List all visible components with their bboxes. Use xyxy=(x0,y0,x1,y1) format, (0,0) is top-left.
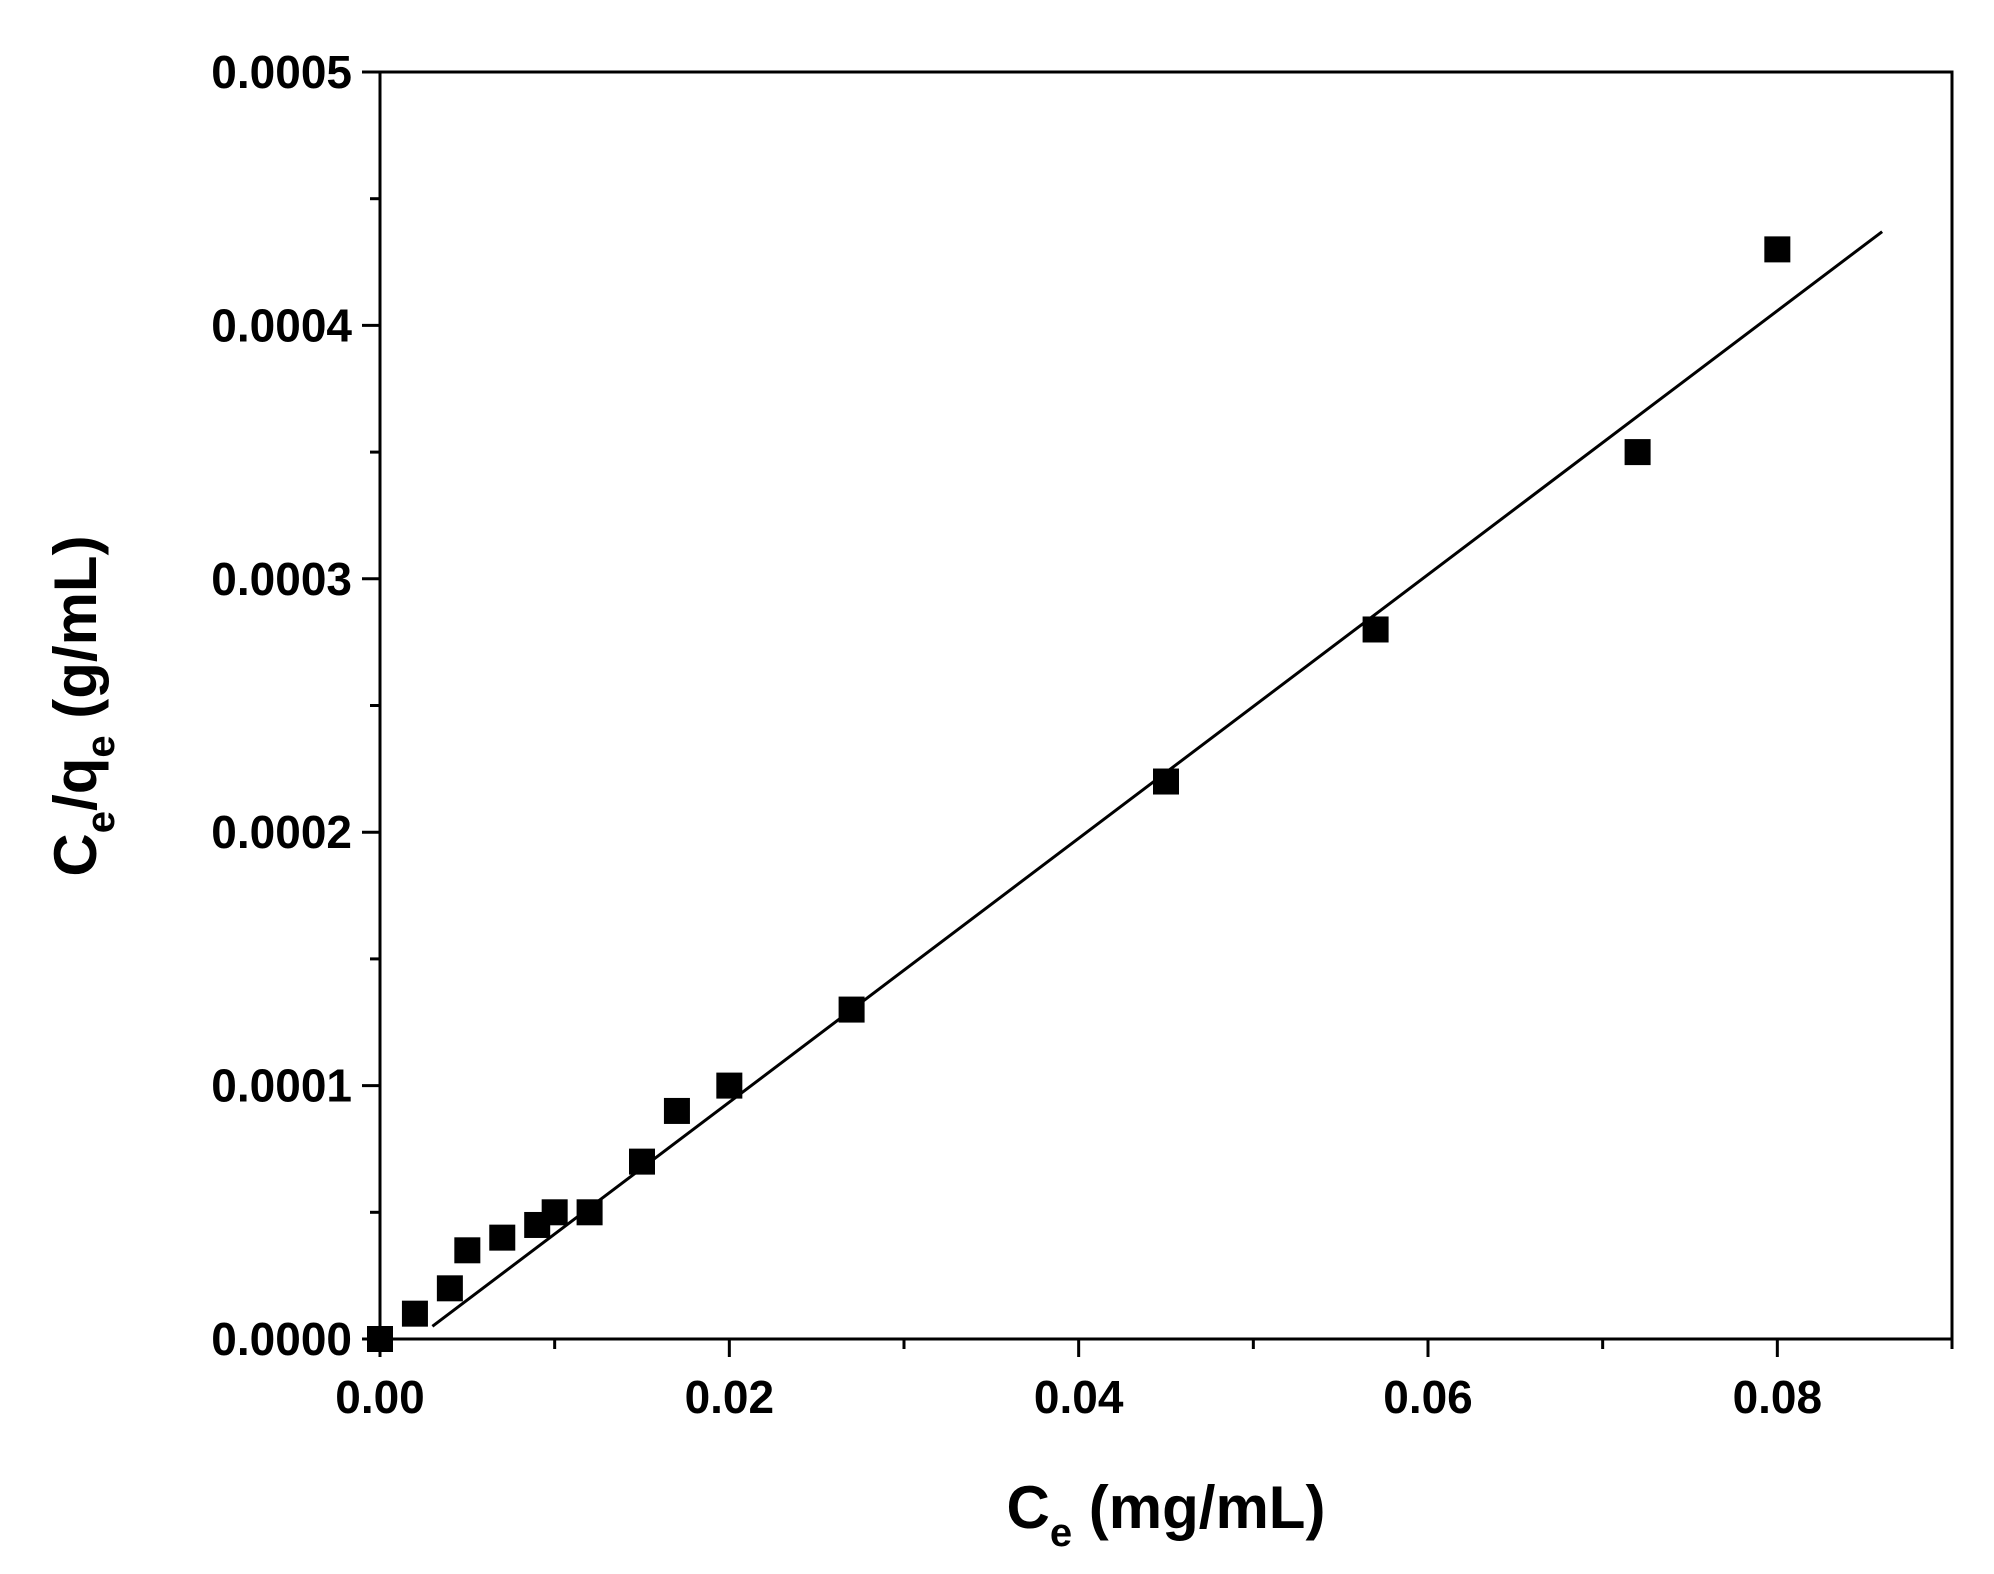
y-tick-label: 0.0001 xyxy=(211,1060,352,1112)
y-tick-label: 0.0000 xyxy=(211,1313,352,1365)
data-point xyxy=(1153,768,1179,795)
data-point xyxy=(576,1199,603,1226)
y-tick-label: 0.0005 xyxy=(211,46,352,98)
y-axis: 0.0000 0.0001 0.0002 0.0003 0.0004 0.0005 xyxy=(211,46,380,1365)
data-point xyxy=(454,1237,481,1264)
y-tick-label: 0.0003 xyxy=(211,553,352,605)
data-point xyxy=(367,1326,393,1352)
x-axis-title: Ce (mg/mL) xyxy=(1007,1474,1326,1555)
plot-frame xyxy=(378,70,1954,1341)
data-point xyxy=(838,996,865,1023)
data-point xyxy=(436,1275,463,1302)
data-point xyxy=(489,1224,516,1251)
data-point xyxy=(663,1097,690,1124)
data-point xyxy=(1362,616,1389,643)
data-point xyxy=(541,1199,568,1226)
x-tick-label: 0.02 xyxy=(685,1371,775,1423)
data-points xyxy=(367,236,1791,1352)
x-tick-label: 0.00 xyxy=(335,1371,425,1423)
y-axis-title: Ce/qe (g/mL) xyxy=(42,535,123,876)
data-point xyxy=(1764,236,1791,263)
data-point xyxy=(716,1072,743,1099)
x-tick-label: 0.04 xyxy=(1034,1371,1124,1423)
x-tick-label: 0.06 xyxy=(1383,1371,1473,1423)
y-tick-label: 0.0002 xyxy=(211,806,352,858)
x-axis: 0.00 0.02 0.04 0.06 0.08 xyxy=(335,1339,1954,1423)
data-point xyxy=(401,1300,428,1327)
data-point xyxy=(629,1148,655,1175)
y-tick-label: 0.0004 xyxy=(211,299,352,351)
x-tick-label: 0.08 xyxy=(1733,1371,1823,1423)
data-point xyxy=(1624,439,1651,466)
